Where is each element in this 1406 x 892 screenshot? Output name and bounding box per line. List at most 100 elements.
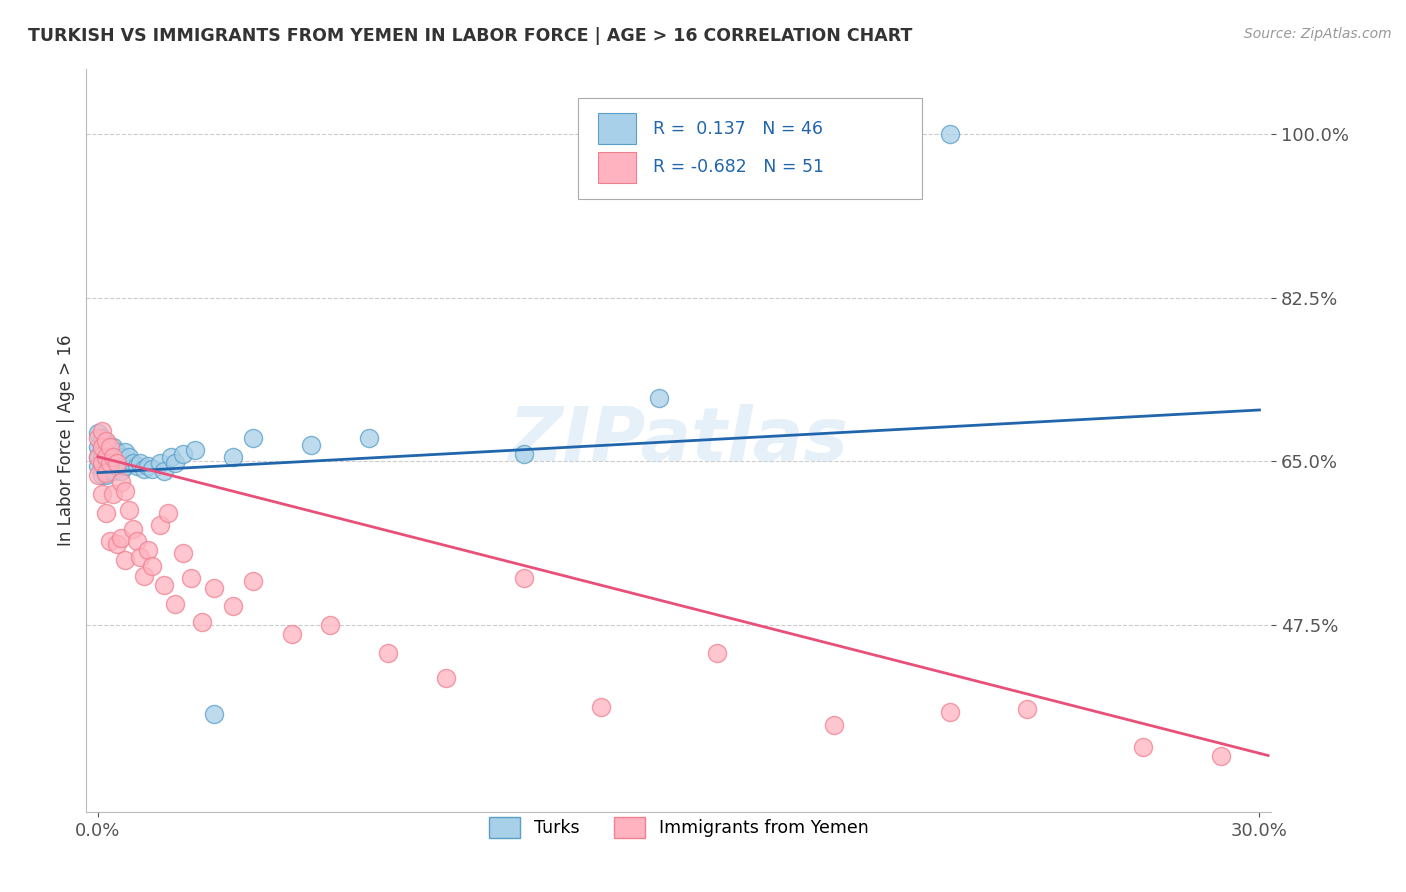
Point	[125, 459, 148, 474]
Point	[202, 706, 225, 721]
Point	[87, 450, 110, 464]
Point	[103, 450, 125, 464]
Point	[648, 391, 671, 405]
Point	[118, 503, 141, 517]
Point	[165, 597, 187, 611]
Point	[152, 578, 174, 592]
Point	[105, 459, 128, 474]
Point	[1132, 739, 1154, 754]
Point	[90, 468, 112, 483]
Point	[280, 627, 302, 641]
Point	[172, 447, 194, 461]
Point	[242, 431, 264, 445]
Point	[172, 546, 194, 560]
Bar	[598, 152, 636, 183]
Point	[98, 533, 121, 548]
Point	[191, 615, 214, 630]
Point	[129, 549, 152, 564]
Point	[121, 522, 143, 536]
Point	[90, 441, 112, 455]
Text: R = -0.682   N = 51: R = -0.682 N = 51	[652, 159, 824, 177]
FancyBboxPatch shape	[578, 98, 921, 199]
Point	[706, 646, 728, 660]
Point	[121, 456, 143, 470]
Point	[149, 518, 172, 533]
Point	[110, 450, 132, 464]
Point	[90, 487, 112, 501]
Point	[377, 646, 399, 660]
Text: Source: ZipAtlas.com: Source: ZipAtlas.com	[1244, 27, 1392, 41]
Point	[87, 468, 110, 483]
Text: TURKISH VS IMMIGRANTS FROM YEMEN IN LABOR FORCE | AGE > 16 CORRELATION CHART: TURKISH VS IMMIGRANTS FROM YEMEN IN LABO…	[28, 27, 912, 45]
Point	[222, 599, 245, 614]
Point	[90, 425, 112, 439]
Point	[94, 466, 117, 480]
Point	[87, 459, 110, 474]
Point	[1209, 749, 1232, 764]
Bar	[598, 113, 636, 145]
Point	[134, 462, 156, 476]
Point	[94, 434, 117, 448]
Point	[183, 443, 205, 458]
Point	[98, 445, 121, 459]
Point	[103, 464, 125, 478]
Point	[152, 464, 174, 478]
Point	[98, 441, 121, 455]
Point	[114, 445, 136, 459]
Point	[202, 581, 225, 595]
Point	[98, 464, 121, 478]
Point	[129, 456, 152, 470]
Point	[98, 454, 121, 468]
Point	[823, 718, 845, 732]
Point	[357, 431, 380, 445]
Text: ZIPatlas: ZIPatlas	[509, 404, 849, 477]
Point	[141, 559, 163, 574]
Point	[114, 552, 136, 566]
Point	[938, 127, 960, 141]
Point	[149, 456, 172, 470]
Point	[87, 441, 110, 455]
Point	[242, 574, 264, 589]
Point	[90, 441, 112, 455]
Point	[134, 568, 156, 582]
Point	[434, 672, 457, 686]
Point	[222, 450, 245, 464]
Point	[125, 533, 148, 548]
Text: R =  0.137   N = 46: R = 0.137 N = 46	[652, 120, 823, 137]
Point	[94, 454, 117, 468]
Legend: Turks, Immigrants from Yemen: Turks, Immigrants from Yemen	[482, 811, 876, 845]
Point	[114, 459, 136, 474]
Point	[1017, 702, 1039, 716]
Y-axis label: In Labor Force | Age > 16: In Labor Force | Age > 16	[58, 334, 75, 546]
Point	[103, 450, 125, 464]
Point	[94, 450, 117, 464]
Point	[319, 618, 342, 632]
Point	[110, 464, 132, 478]
Point	[136, 543, 159, 558]
Point	[165, 456, 187, 470]
Point	[87, 431, 110, 445]
Point	[94, 435, 117, 450]
Point	[94, 506, 117, 520]
Point	[136, 459, 159, 474]
Point	[591, 699, 613, 714]
Point	[90, 459, 112, 474]
Point	[105, 445, 128, 459]
Point	[98, 456, 121, 470]
Point	[110, 475, 132, 489]
Point	[114, 484, 136, 499]
Point	[90, 450, 112, 464]
Point	[180, 571, 202, 585]
Point	[103, 487, 125, 501]
Point	[513, 571, 536, 585]
Point	[118, 450, 141, 464]
Point	[105, 456, 128, 470]
Point	[87, 450, 110, 464]
Point	[156, 506, 179, 520]
Point	[938, 705, 960, 719]
Point	[90, 456, 112, 470]
Point	[299, 437, 322, 451]
Point	[103, 441, 125, 455]
Point	[94, 445, 117, 459]
Point	[105, 537, 128, 551]
